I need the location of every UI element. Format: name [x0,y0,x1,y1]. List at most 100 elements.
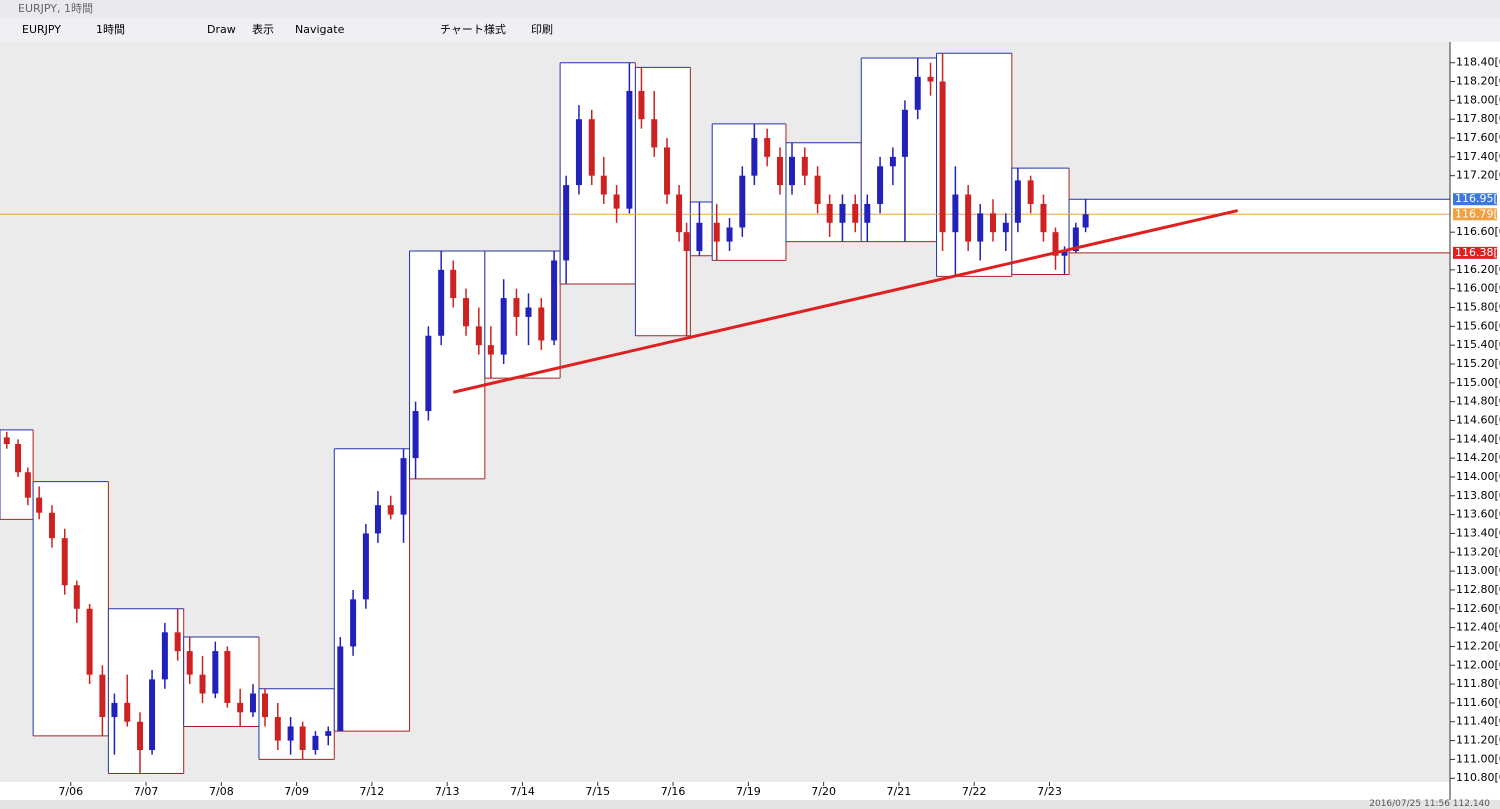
day-range-box [33,481,109,736]
print-menu[interactable]: 印刷 [531,23,553,36]
status-text: 2016/07/25 11:56 112.140 [1369,799,1490,809]
timeframe-select[interactable]: 1時間 [96,23,125,36]
candle-body [350,599,357,647]
y-tick-label: 111.80[0] [1456,677,1500,690]
candle-body [3,437,10,445]
candle-body [237,702,244,713]
y-tick-label: 117.40[0] [1456,150,1500,163]
candle-body [224,651,231,703]
title-bar: EURJPY, 1時間 [0,0,1500,18]
day-range-box [560,62,636,284]
candle-body [337,646,344,732]
candle-body [249,693,256,713]
candle-body [24,472,31,498]
x-tick-label: 7/08 [209,785,234,798]
candle-body [374,505,381,534]
toolbar: EURJPY 1時間 Draw 表示 Navigate チャート様式 印刷 [0,18,1500,43]
candle-body [626,90,633,209]
candle-body [588,119,595,176]
y-tick-label: 115.80[0] [1456,300,1500,313]
candle-body [739,175,746,228]
candle-body [1061,251,1068,256]
candle-body [789,156,796,186]
y-tick-label: 112.20[0] [1456,639,1500,652]
y-tick-label: 116.60[0] [1456,225,1500,238]
candle-body [425,335,432,412]
candle-body [914,76,921,110]
y-tick-label: 116.20[0] [1456,263,1500,276]
candle-body [977,213,984,242]
candle-body [551,260,558,341]
candle-body [1027,180,1034,204]
candle-body [500,298,507,355]
candle-body [538,307,545,341]
price-tag [1453,193,1497,206]
candle-body [124,702,131,722]
candle-body [927,76,934,82]
candle-body [186,651,193,675]
price-tag-label: 116.95[9] [1455,192,1500,205]
candle-body [575,119,582,186]
symbol-select[interactable]: EURJPY [22,23,61,36]
candle-body [965,194,972,242]
candle-body [400,458,407,515]
candle-body [1040,203,1047,233]
x-tick-label: 7/20 [811,785,836,798]
candle-body [438,269,445,336]
candle-body [299,726,306,750]
candle-body [638,90,645,120]
y-tick-label: 113.00[0] [1456,564,1500,577]
candle-body [525,307,532,317]
candle-body [36,497,43,513]
y-tick-label: 111.00[0] [1456,752,1500,765]
time-axis [0,782,1450,800]
y-tick-label: 116.00[0] [1456,282,1500,295]
window-title: EURJPY, 1時間 [18,2,93,15]
candle-body [513,298,520,317]
candle-body [1082,214,1089,228]
candle-body [990,213,997,233]
candle-body [852,203,859,223]
x-tick-label: 7/14 [510,785,535,798]
y-tick-label: 112.00[0] [1456,658,1500,671]
candle-body [1002,222,1009,233]
y-tick-label: 113.20[0] [1456,545,1500,558]
x-tick-label: 7/15 [585,785,610,798]
day-range-box [484,251,561,379]
draw-menu[interactable]: Draw [207,23,236,36]
candle-body [1052,232,1059,256]
day-range-box [861,58,937,242]
y-tick-label: 114.60[0] [1456,413,1500,426]
y-tick-label: 113.60[0] [1456,508,1500,521]
candle-body [683,232,690,252]
y-tick-label: 111.20[0] [1456,734,1500,747]
navigate-menu[interactable]: Navigate [295,23,345,36]
candle-body [325,731,332,736]
candle-body [776,156,783,186]
candle-body [676,194,683,233]
y-tick-label: 117.80[0] [1456,112,1500,125]
candle-body [161,632,168,680]
y-tick-label: 115.20[0] [1456,357,1500,370]
x-tick-label: 7/23 [1037,785,1062,798]
candle-body [600,175,607,195]
candle-body [212,651,219,694]
chart-style-menu[interactable]: チャート様式 [440,23,506,36]
candle-body [952,194,959,233]
candle-body [814,175,821,204]
view-menu[interactable]: 表示 [252,23,274,36]
candle-body [15,444,22,473]
candle-body [412,411,419,459]
candle-body [73,585,80,609]
y-tick-label: 117.20[0] [1456,169,1500,182]
candle-body [801,156,808,176]
candle-body [1072,227,1079,252]
candle-body [274,717,281,741]
candle-body [174,632,181,652]
candle-body [111,702,118,718]
y-tick-label: 110.80[0] [1456,771,1500,784]
y-tick-label: 118.40[0] [1456,56,1500,69]
candle-body [726,227,733,242]
y-tick-label: 114.80[0] [1456,395,1500,408]
